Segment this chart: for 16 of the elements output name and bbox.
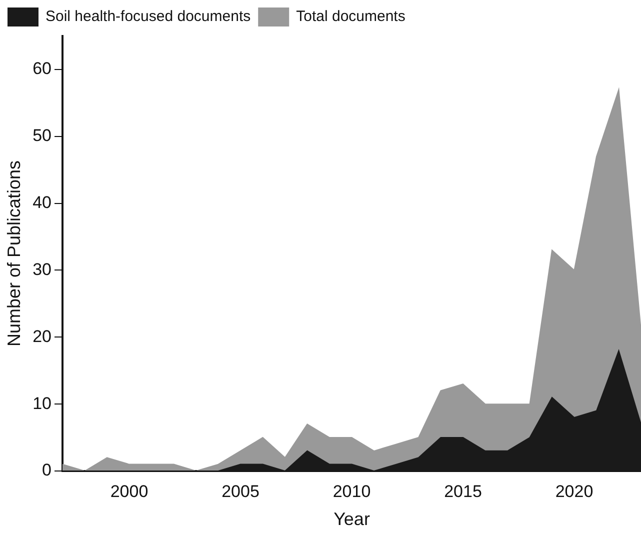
x-tick-label: 2005 [222,482,260,501]
y-tick-label: 50 [32,126,52,146]
y-tick-label: 20 [32,326,52,346]
x-tick-label: 2015 [444,482,482,501]
y-axis-title: Number of Publications [4,160,24,347]
legend-label: Total documents [296,8,406,26]
y-tick-label: 30 [32,260,52,279]
x-tick-label: 2020 [555,482,594,501]
y-tick-label: 10 [32,394,52,413]
y-tick-label: 60 [32,59,52,78]
y-tick-label: 0 [42,460,52,480]
legend-label: Soil health-focused documents [46,8,251,26]
x-axis-title: Year [334,509,370,530]
x-tick-label: 2000 [110,482,148,501]
y-tick-label: 40 [32,192,52,212]
x-tick-label: 2010 [332,482,371,501]
